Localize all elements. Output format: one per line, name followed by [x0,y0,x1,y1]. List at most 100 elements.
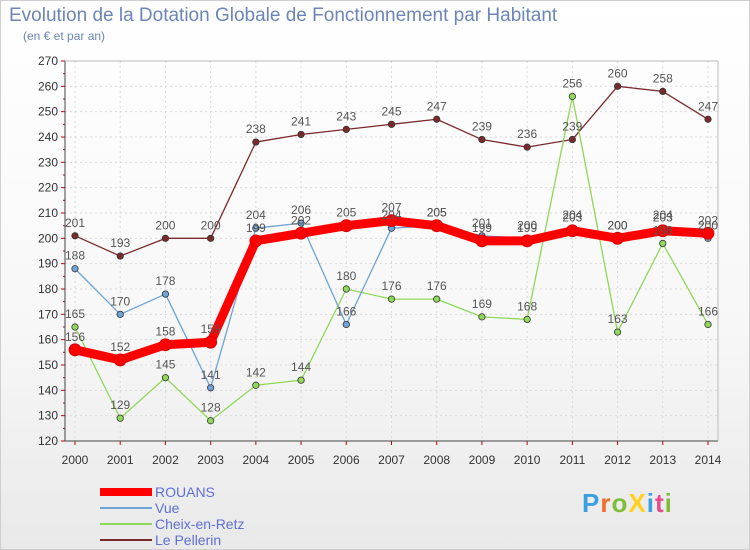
data-label-cheix-en-retz: 165 [65,307,85,321]
legend-swatch [100,488,152,496]
data-point-le-pellerin [252,138,260,146]
data-label-le-pellerin: 236 [517,127,537,141]
data-point-le-pellerin [342,125,350,133]
data-label-cheix-en-retz: 163 [608,312,628,326]
data-point-rouans [339,219,353,233]
data-label-vue: 204 [562,208,582,222]
x-tick-label: 2007 [378,453,405,467]
data-label-cheix-en-retz: 180 [336,269,356,283]
y-tick-label: 160 [38,333,58,347]
y-tick-label: 230 [38,155,58,169]
y-tick-label: 180 [38,282,58,296]
data-point-cheix-en-retz [568,92,576,101]
data-label-rouans: 207 [381,201,401,215]
data-label-cheix-en-retz: 169 [472,297,492,311]
data-label-rouans: 203 [562,211,582,225]
y-tick-label: 220 [38,181,58,195]
data-label-cheix-en-retz: 176 [381,279,401,293]
data-label-rouans: 156 [65,330,85,344]
logo-letter: r [600,488,612,518]
logo-letter: o [611,488,629,518]
data-point-le-pellerin [523,143,531,151]
x-tick-label: 2006 [333,453,360,467]
y-tick-label: 240 [38,130,58,144]
legend-label: Le Pellerin [155,532,222,548]
y-tick-label: 260 [38,79,58,93]
data-point-cheix-en-retz [252,381,260,389]
y-tick-label: 190 [38,257,58,271]
data-label-cheix-en-retz: 166 [698,304,718,318]
data-label-rouans: 202 [698,213,718,227]
data-point-cheix-en-retz [116,414,124,422]
x-tick-label: 2005 [288,453,315,467]
data-label-le-pellerin: 245 [381,104,401,118]
legend-label: Cheix-en-Retz [155,516,245,532]
data-point-cheix-en-retz [297,376,305,384]
data-point-cheix-en-retz [161,374,170,382]
x-tick-label: 2008 [423,453,450,467]
data-label-vue: 188 [65,249,85,263]
proxiti-logo: ProXiti [582,488,673,519]
data-label-cheix-en-retz: 176 [427,279,447,293]
chart-subtitle: (en € et par an) [23,29,106,43]
data-point-le-pellerin [387,120,396,128]
data-label-rouans: 199 [517,221,537,235]
logo-letter: X [628,488,647,518]
data-point-cheix-en-retz [478,313,486,321]
data-point-rouans [656,224,670,238]
logo-letter: t [654,488,665,518]
data-point-rouans [475,234,489,248]
y-tick-label: 210 [38,206,58,220]
data-label-le-pellerin: 241 [291,114,311,128]
data-point-rouans [68,343,82,357]
data-label-le-pellerin: 243 [336,109,356,123]
data-point-rouans [430,219,444,233]
data-label-cheix-en-retz: 168 [517,299,537,313]
data-label-vue: 204 [381,208,401,222]
data-point-rouans [565,224,579,238]
legend-swatch [100,507,152,509]
data-point-le-pellerin [433,115,441,123]
legend-label: ROUANS [155,484,215,500]
data-label-vue: 141 [201,368,221,382]
data-label-rouans: 159 [201,322,221,336]
data-point-le-pellerin [116,252,124,260]
data-point-le-pellerin [71,232,79,240]
x-tick-label: 2003 [197,453,224,467]
legend-label: Vue [155,500,180,516]
y-tick-label: 170 [38,307,58,321]
data-label-le-pellerin: 201 [65,216,85,230]
data-label-vue: 178 [155,274,175,288]
legend-swatch [100,539,152,541]
data-point-le-pellerin [659,87,667,96]
data-point-cheix-en-retz [613,328,622,336]
data-label-cheix-en-retz: 145 [155,358,175,372]
data-label-cheix-en-retz: 128 [201,401,221,415]
data-point-cheix-en-retz [387,295,396,303]
data-label-le-pellerin: 247 [698,99,718,113]
y-tick-label: 270 [38,54,58,68]
y-tick-label: 130 [38,409,58,423]
data-label-rouans: 158 [155,325,175,339]
data-point-cheix-en-retz [342,285,350,293]
data-point-vue [71,265,79,273]
chart-title: Evolution de la Dotation Globale de Fonc… [9,5,558,26]
x-tick-label: 2001 [107,453,134,467]
x-tick-label: 2011 [559,453,585,467]
data-label-le-pellerin: 200 [201,218,221,232]
x-tick-label: 2010 [514,453,541,467]
data-label-vue: 201 [472,216,492,230]
y-tick-label: 150 [38,358,58,372]
y-tick-label: 200 [38,231,58,245]
data-label-le-pellerin: 247 [427,99,447,113]
data-point-rouans [204,335,218,349]
data-label-vue: 166 [336,304,356,318]
data-point-cheix-en-retz [523,315,531,323]
data-point-le-pellerin [704,115,712,123]
data-point-le-pellerin [297,130,305,139]
data-point-rouans [294,226,308,240]
x-tick-label: 2009 [469,453,496,467]
x-tick-label: 2013 [649,453,676,467]
y-tick-label: 120 [38,434,58,448]
